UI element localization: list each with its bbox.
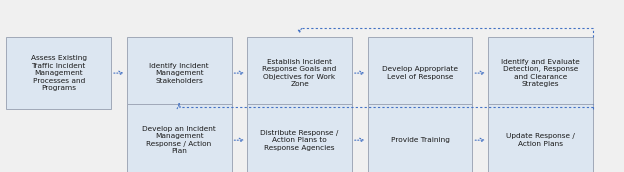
FancyBboxPatch shape	[247, 104, 352, 172]
Text: Establish Incident
Response Goals and
Objectives for Work
Zone: Establish Incident Response Goals and Ob…	[263, 59, 336, 87]
Text: Assess Existing
Traffic Incident
Management
Processes and
Programs: Assess Existing Traffic Incident Managem…	[31, 55, 87, 91]
Text: Develop an Incident
Management
Response / Action
Plan: Develop an Incident Management Response …	[142, 126, 216, 154]
Text: Distribute Response /
Action Plans to
Response Agencies: Distribute Response / Action Plans to Re…	[260, 130, 339, 151]
Text: Identify Incident
Management
Stakeholders: Identify Incident Management Stakeholder…	[149, 63, 209, 84]
FancyBboxPatch shape	[127, 37, 232, 109]
FancyBboxPatch shape	[368, 37, 472, 109]
Text: Develop Appropriate
Level of Response: Develop Appropriate Level of Response	[382, 66, 458, 80]
Text: Identify and Evaluate
Detection, Response
and Clearance
Strategies: Identify and Evaluate Detection, Respons…	[501, 59, 580, 87]
Text: Provide Training: Provide Training	[391, 137, 449, 143]
FancyBboxPatch shape	[488, 37, 593, 109]
FancyBboxPatch shape	[127, 104, 232, 172]
FancyBboxPatch shape	[488, 104, 593, 172]
FancyBboxPatch shape	[6, 37, 111, 109]
FancyBboxPatch shape	[368, 104, 472, 172]
FancyBboxPatch shape	[247, 37, 352, 109]
Text: Update Response /
Action Plans: Update Response / Action Plans	[506, 133, 575, 147]
